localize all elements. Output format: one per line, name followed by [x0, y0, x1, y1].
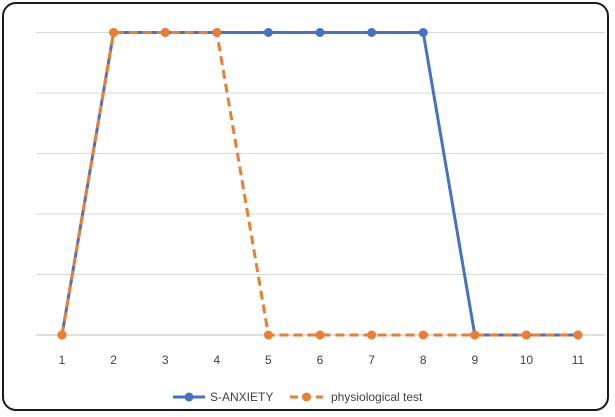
data-point	[367, 330, 377, 340]
legend-item-0: S-ANXIETY	[173, 390, 273, 404]
data-point	[109, 28, 119, 37]
legend-item-1: physiological test	[290, 390, 423, 404]
x-tick-label: 6	[317, 353, 324, 367]
x-tick-label: 8	[420, 353, 427, 367]
data-point	[263, 330, 273, 340]
chart-frame	[2, 2, 609, 411]
x-axis-tick-labels: 1 2 3 4 5 6 7 8 9 10 11	[59, 353, 585, 367]
x-tick-label: 11	[572, 353, 585, 367]
series-1	[57, 28, 583, 340]
series-line	[60, 31, 578, 337]
data-point	[418, 28, 428, 37]
series-lines	[57, 28, 583, 340]
data-point	[418, 330, 428, 340]
data-point	[315, 28, 325, 37]
legend-swatch-marker	[184, 392, 194, 402]
x-tick-label: 10	[520, 353, 534, 367]
series-line	[60, 31, 578, 337]
data-point	[263, 28, 273, 37]
gridlines	[36, 32, 605, 336]
data-point	[212, 28, 222, 37]
x-tick-label: 7	[368, 353, 375, 367]
legend-swatch-marker	[302, 392, 311, 402]
data-point	[470, 330, 480, 340]
legend-label: S-ANXIETY	[210, 390, 273, 404]
data-point	[160, 28, 170, 37]
x-tick-label: 5	[265, 353, 272, 367]
data-point	[573, 330, 583, 340]
series-0	[57, 28, 583, 340]
x-tick-label: 2	[110, 353, 117, 367]
x-tick-label: 9	[471, 353, 478, 367]
legend: S-ANXIETY physiological test	[173, 390, 423, 404]
legend-label: physiological test	[331, 390, 423, 404]
x-tick-label: 4	[213, 353, 220, 367]
data-point	[367, 28, 377, 37]
x-tick-label: 3	[162, 353, 169, 367]
x-tick-label: 1	[59, 353, 66, 367]
data-point	[57, 330, 67, 340]
data-point	[521, 330, 531, 340]
data-point	[315, 330, 325, 340]
